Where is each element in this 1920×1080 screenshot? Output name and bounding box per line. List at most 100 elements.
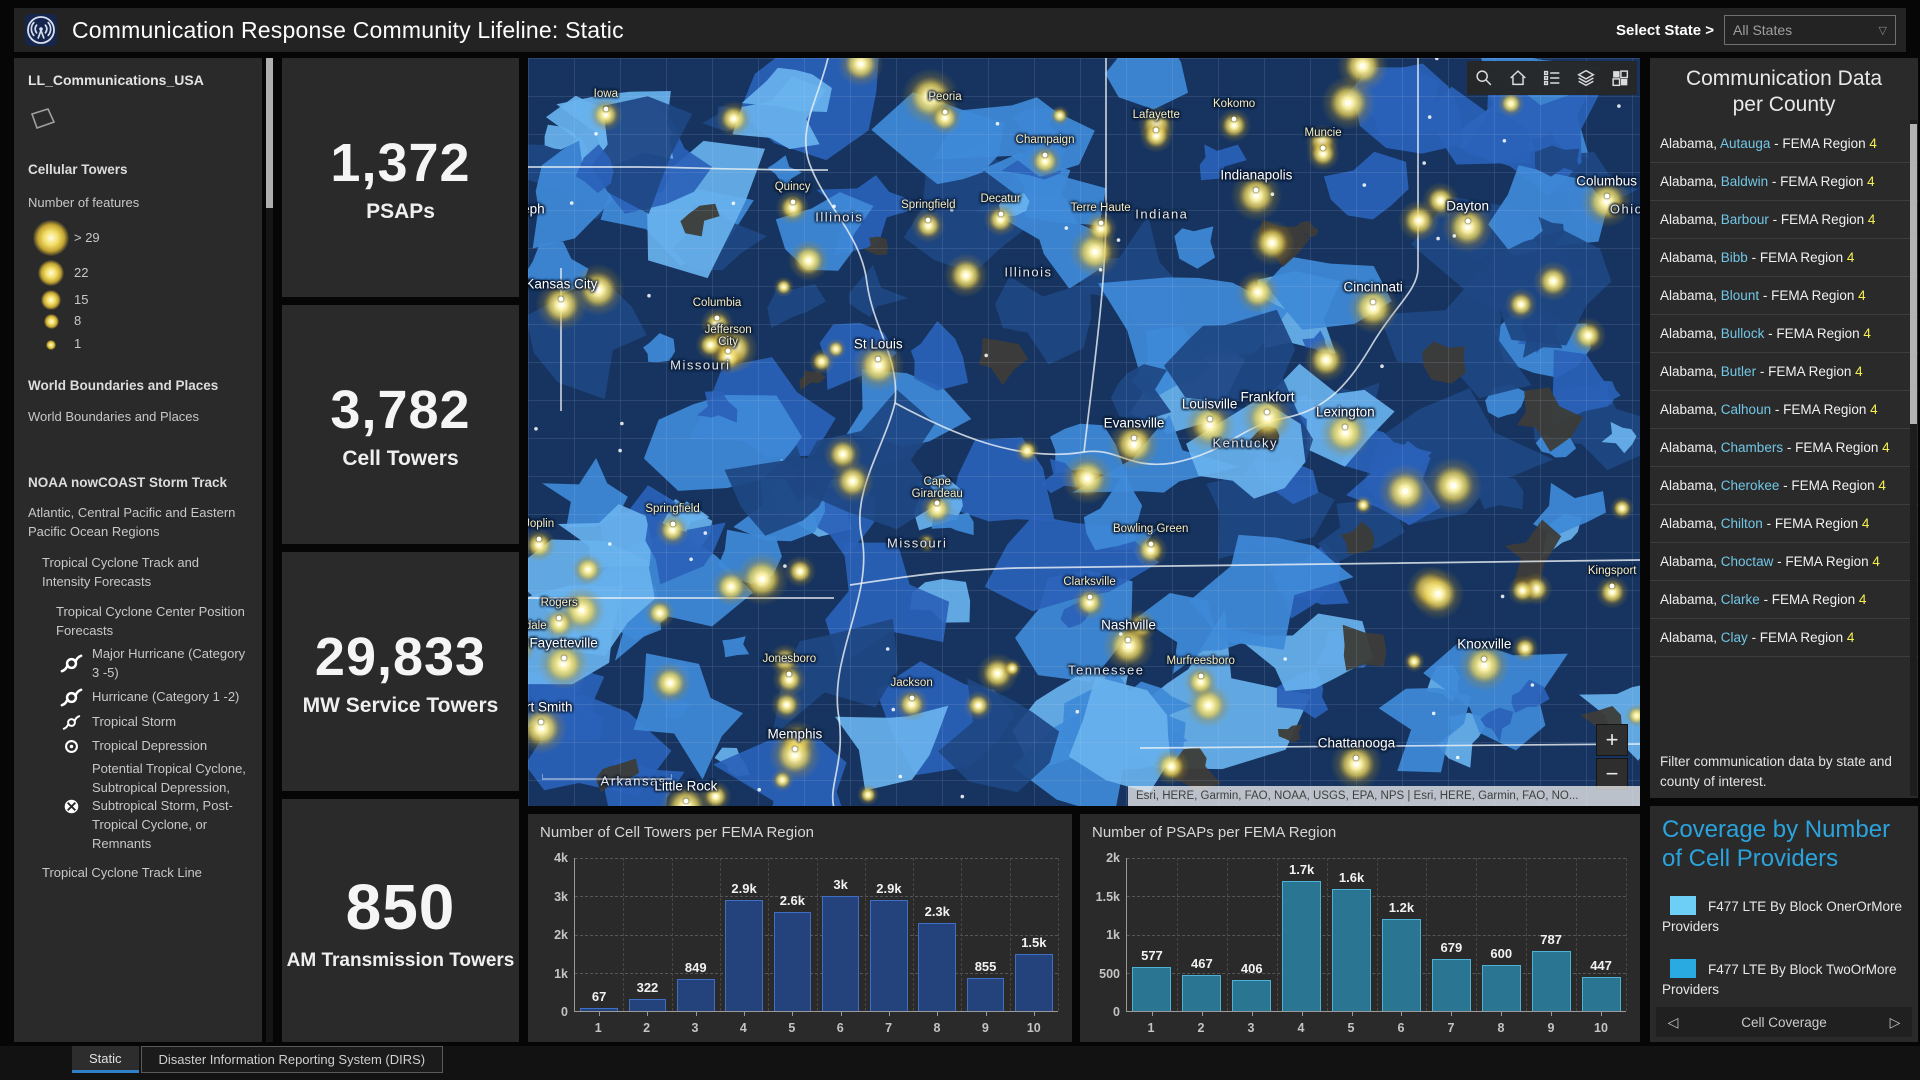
- legend-item: 22: [28, 260, 248, 287]
- stat-label: MW Service Towers: [302, 693, 499, 717]
- layers-icon[interactable]: [1569, 61, 1603, 95]
- basemap-grid-icon[interactable]: [1603, 61, 1637, 95]
- county-list-item[interactable]: Alabama, Chambers - FEMA Region 4: [1650, 429, 1918, 467]
- bar-value-label: 2.9k: [876, 881, 902, 897]
- legend-item: Tropical Cyclone Track and Intensity For…: [28, 554, 248, 592]
- legend-item-label: Tropical Cyclone Center Position Forecas…: [56, 604, 245, 639]
- x-axis-tick-label: 7: [1447, 1021, 1455, 1035]
- legend-item-label: Atlantic, Central Pacific and Eastern Pa…: [28, 505, 236, 539]
- county-list-item[interactable]: Alabama, Butler - FEMA Region 4: [1650, 353, 1918, 391]
- county-list-item[interactable]: Alabama, Choctaw - FEMA Region 4: [1650, 543, 1918, 581]
- legend-item-label: 15: [74, 291, 89, 307]
- chart-title: Number of Cell Towers per FEMA Region: [540, 824, 814, 841]
- legend-item: [28, 106, 248, 132]
- legend-list-icon[interactable]: [1535, 61, 1569, 95]
- zoom-in-button[interactable]: +: [1596, 724, 1628, 756]
- legend-item-label: Major Hurricane (Category 3 -5): [92, 646, 246, 680]
- bar-value-label: 855: [974, 959, 997, 975]
- bar-value-label: 1.2k: [1388, 900, 1415, 916]
- bar[interactable]: [676, 978, 715, 1011]
- pager-prev-icon[interactable]: ◁: [1667, 1013, 1679, 1030]
- x-axis-tick-label: 8: [1497, 1021, 1505, 1035]
- county-list-item[interactable]: Alabama, Autauga - FEMA Region 4: [1650, 125, 1918, 163]
- x-axis-tick-label: 9: [1547, 1021, 1555, 1035]
- x-axis-tick-label: 6: [1397, 1021, 1405, 1035]
- tab-static[interactable]: Static: [72, 1046, 139, 1073]
- x-axis-tick-label: 1: [594, 1021, 602, 1035]
- search-icon[interactable]: [1467, 61, 1501, 95]
- legend-item: Atlantic, Central Pacific and Eastern Pa…: [28, 504, 248, 542]
- legend-item: Cellular Towers: [28, 160, 248, 180]
- bar[interactable]: [966, 978, 1005, 1011]
- x-axis-tick-label: 9: [981, 1021, 989, 1035]
- x-axis-tick-label: 1: [1147, 1021, 1155, 1035]
- county-list-item[interactable]: Alabama, Clarke - FEMA Region 4: [1650, 581, 1918, 619]
- scale-bar: [542, 774, 672, 780]
- chart-psaps-per-fema-region: Number of PSAPs per FEMA Region 577 467 40…: [1080, 814, 1640, 1042]
- bar[interactable]: [1381, 919, 1421, 1011]
- bar[interactable]: [580, 1008, 618, 1011]
- legend-item: Tropical Cyclone Track Line: [28, 864, 248, 883]
- bar[interactable]: [1581, 976, 1621, 1011]
- chart-cell-towers-per-fema-region: Number of Cell Towers per FEMA Region 67…: [528, 814, 1072, 1042]
- legend-item: Tropical Cyclone Center Position Forecas…: [28, 603, 248, 641]
- bar[interactable]: [1182, 975, 1222, 1011]
- county-list-item[interactable]: Alabama, Barbour - FEMA Region 4: [1650, 201, 1918, 239]
- sidebar-scrollbar[interactable]: [266, 58, 273, 1042]
- pager-next-icon[interactable]: ▷: [1889, 1013, 1901, 1030]
- legend-swatch: [1670, 959, 1696, 979]
- bar[interactable]: [1282, 880, 1322, 1011]
- coverage-panel: Coverage by Number of Cell Providers F47…: [1650, 806, 1918, 1042]
- bar[interactable]: [1132, 966, 1172, 1011]
- county-list-item[interactable]: Alabama, Baldwin - FEMA Region 4: [1650, 163, 1918, 201]
- select-state-label: Select State >: [1616, 21, 1714, 39]
- county-list-item[interactable]: Alabama, Calhoun - FEMA Region 4: [1650, 391, 1918, 429]
- home-icon[interactable]: [1501, 61, 1535, 95]
- bar[interactable]: [1015, 953, 1053, 1011]
- bar[interactable]: [725, 900, 763, 1011]
- polygon-icon: [30, 108, 56, 130]
- legend-item-label: 1: [74, 336, 82, 352]
- y-axis-tick-label: 3k: [554, 889, 568, 904]
- state-dropdown[interactable]: All States ▽: [1724, 15, 1896, 45]
- bar[interactable]: [870, 900, 908, 1011]
- scrollbar-thumb[interactable]: [266, 58, 273, 208]
- county-list-item[interactable]: Alabama, Blount - FEMA Region 4: [1650, 277, 1918, 315]
- tropical-storm-icon: [62, 715, 80, 730]
- bar[interactable]: [1531, 950, 1571, 1011]
- zoom-out-button[interactable]: −: [1596, 758, 1628, 790]
- bar-value-label: 467: [1190, 956, 1213, 972]
- county-list-item[interactable]: Alabama, Clay - FEMA Region 4: [1650, 619, 1918, 657]
- county-list-item[interactable]: Alabama, Bibb - FEMA Region 4: [1650, 239, 1918, 277]
- bar[interactable]: [1481, 965, 1521, 1011]
- stat-value: 850: [345, 870, 456, 943]
- bar[interactable]: [1232, 979, 1272, 1011]
- bar[interactable]: [1332, 888, 1371, 1011]
- bar[interactable]: [821, 896, 860, 1011]
- bar-value-label: 1.6k: [1338, 869, 1365, 885]
- y-axis-tick-label: 2k: [1106, 851, 1120, 865]
- legend-item-label: World Boundaries and Places: [28, 408, 200, 424]
- bar[interactable]: [628, 998, 667, 1011]
- bar[interactable]: [773, 911, 812, 1011]
- bar[interactable]: [918, 923, 957, 1011]
- bar[interactable]: [1431, 959, 1471, 1011]
- stat-label: PSAPs: [366, 199, 435, 223]
- legend-item: NOAA nowCOAST Storm Track: [28, 473, 248, 493]
- app-header: Communication Response Community Lifelin…: [14, 8, 1906, 52]
- bar-value-label: 679: [1440, 940, 1463, 956]
- county-list-item[interactable]: Alabama, Bullock - FEMA Region 4: [1650, 315, 1918, 353]
- county-list-item[interactable]: Alabama, Chilton - FEMA Region 4: [1650, 505, 1918, 543]
- coverage-map[interactable]: Iowa Peoria Kokomo Lafayette Muncie Champaign…: [528, 58, 1640, 806]
- county-list-item[interactable]: Alabama, Cherokee - FEMA Region 4: [1650, 467, 1918, 505]
- tab-dirs[interactable]: Disaster Information Reporting System (D…: [140, 1046, 444, 1073]
- legend-item-label: Tropical Depression: [92, 737, 208, 753]
- legend-item-label: Cellular Towers: [28, 162, 128, 177]
- bar-value-label: 1.5k: [1021, 934, 1047, 950]
- y-axis-tick-label: 1k: [554, 966, 568, 981]
- tower-glow-dot-icon: [38, 260, 64, 287]
- county-list-scrollbar[interactable]: [1910, 120, 1917, 796]
- scrollbar-thumb[interactable]: [1910, 124, 1917, 424]
- state-dropdown-value: All States: [1733, 22, 1793, 38]
- bar-value-label: 577: [1141, 947, 1163, 963]
